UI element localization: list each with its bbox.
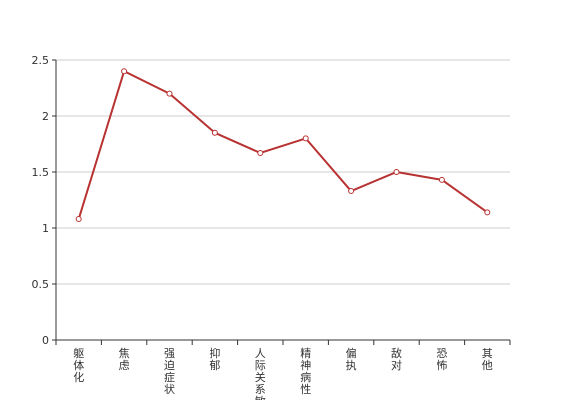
data-point[interactable]: [121, 68, 128, 75]
data-point[interactable]: [393, 169, 400, 175]
y-tick-label: 1.5: [32, 166, 50, 179]
y-axis: 0 0.5 1 1.5 2 2.5: [32, 54, 57, 347]
y-tick-label: 2: [42, 110, 49, 123]
y-tick-label: 0: [42, 334, 49, 347]
x-category-label: 焦虑: [119, 347, 130, 372]
y-tick-label: 1: [42, 222, 49, 235]
gridlines: [56, 59, 510, 285]
x-category-label: 其他: [482, 347, 493, 372]
series-polyline: [77, 70, 488, 220]
data-point[interactable]: [257, 149, 264, 156]
y-tick-label: 0.5: [32, 278, 50, 291]
x-category-label: 敌对: [391, 346, 402, 372]
data-point[interactable]: [302, 135, 309, 142]
data-point[interactable]: [166, 90, 173, 97]
x-category-label: 躯体化: [73, 347, 84, 384]
x-category-label: 恐怖: [436, 347, 447, 372]
x-category-label: 强迫症状: [164, 347, 175, 396]
data-point[interactable]: [484, 209, 491, 216]
x-category-label: 精神病性: [300, 347, 311, 396]
y-tick-label: 2.5: [32, 54, 50, 67]
x-category-label: 抑郁: [209, 346, 220, 372]
data-point[interactable]: [348, 188, 355, 195]
series-line: [75, 68, 491, 223]
data-point[interactable]: [75, 216, 82, 223]
x-category-label: 偏执: [346, 346, 357, 372]
data-point[interactable]: [211, 129, 218, 136]
x-category-label: 人际关系敏感: [255, 347, 266, 400]
data-point[interactable]: [438, 176, 445, 183]
x-axis: 躯体化 焦虑 强迫症状 抑郁 人际关系敏感 精神病性 偏执 敌对 恐怖 其他: [55, 339, 511, 400]
